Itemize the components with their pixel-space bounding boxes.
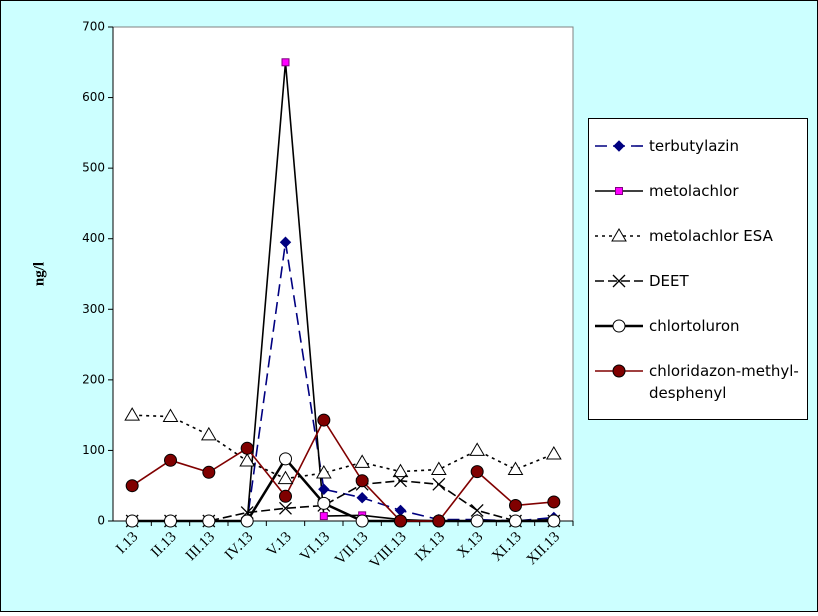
y-tick-label: 600 [82,90,105,104]
marker [432,477,446,491]
marker [279,501,292,515]
marker [612,364,626,377]
marker [613,139,625,152]
y-tick-label: 700 [82,20,105,34]
marker [281,58,290,67]
legend-entry: chlortoluron [589,315,807,337]
legend-swatch [595,139,643,152]
legend-label: DEET [649,271,689,290]
legend-swatch [595,186,643,195]
marker [509,514,522,528]
marker [394,514,407,528]
marker [318,483,330,495]
marker [125,479,139,493]
marker [355,474,369,488]
marker [470,503,484,517]
marker [200,426,217,441]
series-line [131,418,554,522]
y-tick-label: 500 [82,161,105,175]
marker [239,453,256,467]
marker [615,186,623,195]
marker [355,514,369,528]
legend-label: metolachlor ESA [649,226,773,245]
legend-swatch [595,364,643,377]
marker [612,319,626,332]
marker [125,514,139,528]
legend-entry: metolachlor ESA [589,225,807,247]
legend-swatch [595,227,643,241]
marker [317,413,331,427]
marker [432,514,446,528]
legend-entry: DEET [589,270,807,292]
marker [277,470,294,485]
legend-entry: metolachlor [589,180,807,202]
legend: terbutylazin metolachlor metolachlor ESA DE… [588,118,808,420]
legend-swatch [595,319,643,332]
marker [202,514,216,528]
marker [470,465,484,479]
marker [356,492,368,504]
marker [124,407,141,421]
marker [547,514,561,528]
y-tick-label: 400 [82,231,105,245]
y-tick-label: 200 [82,372,105,386]
marker [317,496,331,510]
marker [470,514,484,528]
marker [162,408,179,423]
legend-label: terbutylazin [649,136,739,155]
y-tick-label: 300 [82,302,105,316]
marker [240,441,254,455]
y-axis-label: ng/l [31,262,47,286]
legend-label: chloridazon-methyl-desphenyl [649,361,799,402]
marker [392,463,409,478]
marker [164,453,177,467]
legend-swatch [595,274,643,287]
marker [611,227,627,241]
marker [315,465,332,479]
marker [319,512,328,521]
marker [507,461,524,475]
legend-entry: terbutylazin [589,135,807,157]
marker [547,495,561,509]
marker [509,498,522,512]
marker [469,442,486,456]
marker [545,445,562,460]
y-tick-label: 0 [97,514,105,528]
marker [202,465,216,479]
marker [394,474,407,488]
legend-entry: chloridazon-methyl-desphenyl [589,360,807,404]
legend-label: chlortoluron [649,316,740,335]
marker [354,454,371,468]
marker [430,461,447,475]
marker [279,236,292,248]
marker [164,514,177,528]
y-tick-label: 100 [82,443,105,457]
marker [279,489,292,503]
legend-label: metolachlor [649,181,739,200]
marker [240,514,254,528]
plot-area [112,26,574,522]
marker [279,452,292,466]
marker [612,274,626,287]
